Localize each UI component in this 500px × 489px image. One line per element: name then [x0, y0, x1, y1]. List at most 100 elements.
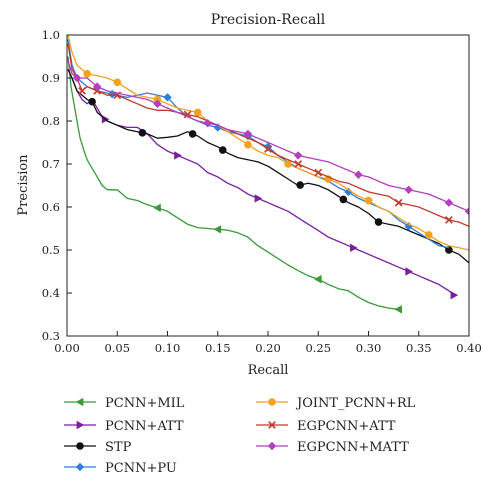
legend-label: PCNN+MIL: [105, 396, 185, 411]
data-point: [218, 146, 227, 154]
series-stp: [67, 69, 469, 264]
series-egpcnn-matt: [67, 60, 469, 216]
data-point: [394, 305, 403, 314]
data-point: [404, 185, 413, 194]
y-tick-label: 0.6: [42, 200, 60, 214]
legend-label: PCNN+ATT: [105, 419, 184, 434]
data-point: [464, 207, 469, 216]
data-point: [444, 198, 454, 207]
data-point: [92, 82, 102, 91]
y-tick-label: 0.3: [42, 329, 60, 343]
legend-item: PCNN+ATT: [64, 419, 184, 434]
data-point: [294, 160, 303, 168]
x-tick-label: 0.10: [155, 341, 181, 355]
legend-item: JOINT_PCNN+RL: [256, 396, 416, 411]
legend-swatch-marker: [75, 397, 84, 407]
series-line: [67, 56, 399, 310]
y-tick-label: 1.0: [42, 28, 60, 42]
series-line: [67, 35, 469, 251]
data-point: [243, 129, 253, 139]
series-line: [67, 60, 469, 212]
data-point: [445, 246, 453, 254]
y-axis-label: Precision: [16, 154, 31, 216]
legend-item: STP: [64, 440, 132, 455]
data-point: [296, 181, 304, 189]
legend-swatch-marker: [268, 398, 276, 406]
data-point: [339, 195, 348, 204]
data-point: [425, 231, 433, 239]
x-axis: 0.00 0.05 0.10 0.15 0.20 0.25 0.30 0.35 0.40: [54, 331, 482, 355]
x-tick-label: 0.05: [104, 341, 130, 355]
legend-label: EGPCNN+ATT: [297, 419, 396, 434]
x-tick-label: 0.00: [54, 341, 80, 355]
x-tick-label: 0.30: [356, 341, 382, 355]
legend-swatch-marker: [267, 441, 277, 451]
y-tick-label: 0.4: [42, 286, 60, 300]
x-tick-label: 0.35: [406, 341, 432, 355]
data-point: [350, 243, 358, 253]
data-point: [254, 194, 263, 203]
data-point: [163, 93, 172, 102]
legend-swatch-marker: [75, 462, 85, 472]
x-tick-label: 0.40: [456, 341, 482, 355]
series-pcnn-att: [67, 69, 459, 300]
data-point: [72, 73, 82, 83]
data-point: [374, 218, 383, 226]
x-axis-label: Recall: [248, 363, 289, 378]
data-point: [314, 168, 323, 177]
data-point: [213, 123, 222, 132]
data-point: [450, 290, 459, 300]
data-point: [188, 130, 197, 138]
data-point: [138, 129, 147, 137]
data-point: [364, 196, 373, 205]
data-point: [153, 99, 162, 108]
legend-label: STP: [105, 440, 132, 455]
y-tick-label: 0.9: [42, 71, 60, 85]
data-point: [193, 108, 202, 117]
data-point: [93, 87, 102, 95]
legend-label: PCNN+PU: [105, 461, 177, 476]
x-tick-label: 0.15: [205, 341, 231, 355]
legend-item: EGPCNN+ATT: [256, 419, 396, 434]
data-point: [394, 198, 403, 207]
data-point: [445, 216, 453, 224]
data-point: [113, 78, 122, 87]
data-point: [354, 170, 363, 179]
legend: PCNN+MIL PCNN+ATT STP PCNN+PU JOINT_PCNN+RL E…: [64, 396, 416, 476]
data-point: [293, 151, 303, 160]
data-point: [174, 151, 182, 160]
x-tick-label: 0.25: [305, 341, 331, 355]
plot-area: [67, 35, 469, 314]
y-axis: 0.3 0.4 0.5 0.6 0.7 0.8 0.9 1.0: [42, 28, 72, 343]
legend-item: PCNN+PU: [64, 461, 177, 476]
data-point: [83, 69, 91, 78]
legend-swatch-marker: [76, 442, 84, 450]
data-point: [213, 225, 222, 234]
chart-title: Precision-Recall: [211, 12, 326, 28]
data-point: [88, 97, 96, 106]
data-point: [244, 140, 252, 149]
data-point: [264, 145, 272, 153]
x-tick-label: 0.20: [255, 341, 281, 355]
data-point: [405, 267, 413, 276]
series-pcnn-mil: [67, 56, 403, 314]
y-tick-label: 0.5: [42, 243, 60, 257]
series-line: [67, 69, 469, 264]
data-point: [314, 275, 322, 284]
series-line: [67, 69, 455, 296]
legend-swatch-marker: [76, 420, 85, 430]
data-point: [183, 110, 192, 119]
data-point: [284, 160, 292, 168]
plot-frame: [66, 34, 470, 337]
legend-item: PCNN+MIL: [64, 396, 185, 411]
data-point: [344, 187, 353, 197]
series-egpcnn-att: [67, 43, 469, 227]
legend-label: JOINT_PCNN+RL: [295, 396, 416, 411]
data-point: [263, 142, 273, 151]
y-tick-label: 0.8: [42, 114, 60, 128]
data-point: [404, 222, 413, 231]
data-point: [153, 203, 161, 213]
data-point: [203, 118, 212, 128]
y-tick-label: 0.7: [42, 157, 60, 171]
